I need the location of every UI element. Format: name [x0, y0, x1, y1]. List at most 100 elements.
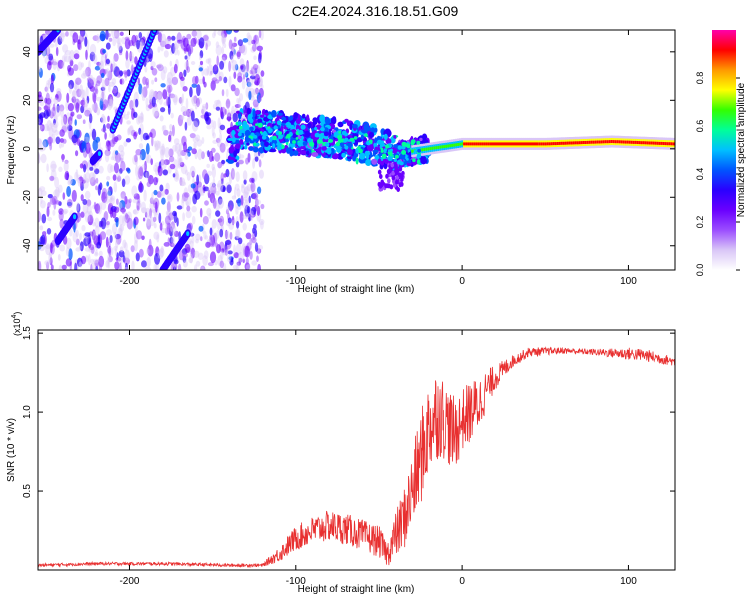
noise-blob	[71, 90, 77, 100]
noise-blob	[258, 78, 263, 87]
carrier-spot	[416, 153, 422, 159]
noise-blob	[105, 68, 110, 78]
noise-blob	[210, 70, 213, 75]
noise-blob	[240, 64, 244, 70]
carrier-spot	[273, 125, 278, 130]
noise-blob	[101, 113, 105, 123]
noise-blob	[211, 219, 217, 229]
noise-blob	[206, 124, 212, 130]
carrier-core	[507, 142, 510, 146]
noise-blob	[215, 190, 220, 196]
spectrogram-y-ticks: -40 -20 0 20 40	[22, 46, 675, 253]
noise-blob	[77, 39, 81, 50]
noise-blob	[107, 246, 114, 257]
carrier-tail	[390, 162, 395, 168]
noise-blob	[250, 184, 254, 189]
noise-blob	[169, 242, 175, 248]
noise-blob	[51, 122, 58, 133]
noise-blob	[93, 54, 98, 65]
noise-blob	[106, 123, 111, 129]
noise-blob	[107, 103, 111, 108]
noise-blob	[91, 229, 96, 241]
snr-x-axis-label: Height of straight line (km)	[298, 584, 415, 595]
noise-blob	[80, 105, 85, 114]
noise-blob	[167, 35, 172, 42]
carrier-core	[421, 148, 424, 152]
noise-blob	[48, 43, 55, 48]
noise-blob	[89, 172, 95, 183]
noise-blob	[201, 105, 205, 117]
noise-blob	[112, 86, 118, 94]
noise-blob	[72, 32, 79, 43]
noise-blob	[167, 237, 170, 245]
noise-blob	[95, 250, 98, 256]
noise-blob	[160, 159, 167, 170]
carrier-spot	[397, 145, 403, 150]
noise-blob	[134, 232, 139, 244]
snr-series-line	[38, 346, 675, 569]
snr-y-multiplier: (x104)	[11, 312, 22, 336]
noise-blob	[173, 259, 179, 265]
carrier-spot	[289, 124, 295, 130]
carrier-scatter	[325, 117, 331, 126]
carrier-spot	[248, 135, 252, 139]
carrier-spot	[285, 136, 289, 139]
carrier-core	[578, 141, 582, 145]
noise-blob	[248, 195, 251, 204]
noise-blob	[119, 246, 124, 253]
noise-blob	[198, 225, 204, 232]
carrier-scatter	[340, 141, 345, 148]
noise-blob	[89, 51, 96, 62]
noise-blob	[258, 30, 262, 39]
carrier-scatter	[313, 140, 318, 149]
carrier-scatter	[379, 164, 384, 169]
noise-blob	[140, 39, 144, 48]
noise-blob	[97, 202, 103, 215]
noise-blob	[53, 118, 56, 125]
noise-blob	[129, 50, 132, 62]
noise-blob	[68, 84, 72, 94]
noise-blob	[57, 59, 64, 69]
colorbar-tick-label: 0.2	[695, 216, 705, 229]
carrier-scatter	[277, 112, 283, 116]
noise-blob	[137, 165, 142, 173]
carrier-tail	[391, 170, 395, 176]
carrier-spot	[368, 139, 373, 144]
noise-blob	[137, 195, 141, 205]
noise-blob	[39, 225, 44, 231]
carrier-tail	[394, 163, 398, 169]
carrier-core	[411, 149, 414, 153]
carrier-tail	[400, 177, 404, 182]
noise-blob	[257, 263, 261, 270]
noise-blob	[157, 32, 163, 43]
noise-blob	[210, 184, 217, 195]
snr-panel: -200 -100 0 100 0.5 1.0 1.5 (x104) Height of …	[6, 312, 676, 595]
noise-blob	[234, 104, 241, 108]
carrier-scatter	[416, 159, 421, 165]
carrier-scatter	[259, 114, 265, 118]
noise-blob	[76, 114, 83, 120]
carrier-scatter	[349, 124, 353, 130]
noise-blob	[68, 248, 73, 261]
noise-blob	[230, 55, 234, 64]
carrier-spot	[410, 139, 416, 145]
noise-blob	[182, 111, 188, 116]
noise-blob	[39, 96, 45, 107]
noise-blob	[109, 165, 115, 172]
noise-blob	[244, 68, 248, 77]
noise-blob	[203, 186, 210, 192]
noise-blob	[257, 186, 262, 195]
noise-blob	[171, 76, 179, 86]
noise-blob	[224, 230, 230, 239]
noise-blob	[171, 235, 175, 247]
noise-blob	[40, 234, 46, 247]
carrier-spot	[241, 137, 244, 140]
noise-blob	[39, 112, 46, 118]
carrier-scatter	[259, 146, 264, 154]
carrier-spot	[366, 151, 371, 156]
noise-blob	[252, 158, 256, 169]
noise-blob	[190, 183, 196, 189]
carrier-core	[616, 140, 620, 144]
carrier-core	[499, 142, 502, 146]
snr-y-multiplier-close: )	[12, 312, 22, 315]
